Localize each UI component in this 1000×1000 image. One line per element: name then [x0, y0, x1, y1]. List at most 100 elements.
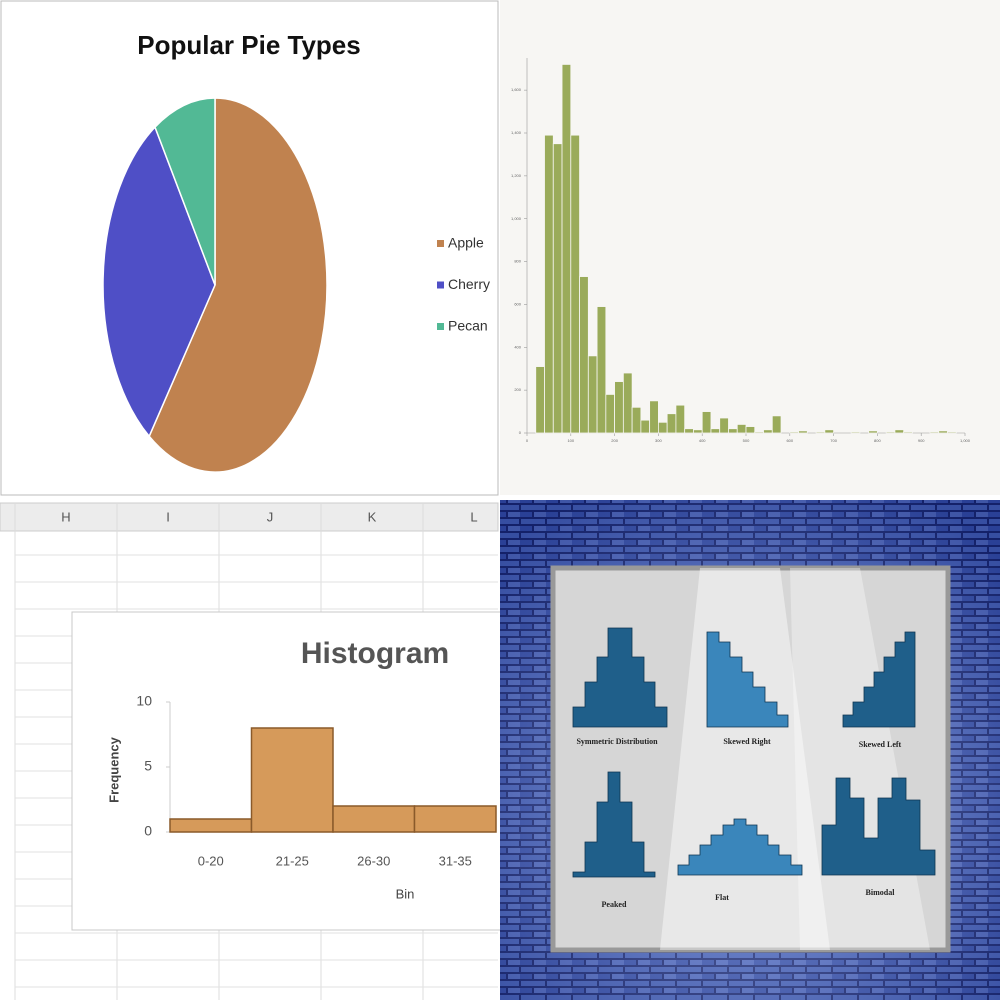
- bar: [570, 134, 580, 434]
- pie: Apple Cherry Pecan: [102, 97, 490, 473]
- bar: [798, 430, 808, 434]
- y-tick-label: 400: [514, 344, 521, 349]
- y-axis-label: Frequency: [106, 736, 121, 803]
- bar: [544, 134, 554, 434]
- bar: [535, 366, 545, 434]
- y-tick-label: 1,400: [511, 130, 522, 135]
- bar: [789, 431, 799, 434]
- shape-label: Flat: [715, 893, 729, 902]
- shape-label: Peaked: [602, 900, 627, 909]
- illustration: Symmetric Distribution Skewed Right Skew…: [500, 500, 1000, 1000]
- bar: [649, 400, 659, 434]
- x-tick-label: 21-25: [276, 853, 309, 868]
- x-tick-label: 400: [699, 438, 706, 443]
- bar: [815, 431, 826, 434]
- bar: [622, 372, 633, 434]
- x-tick-label: 26-30: [357, 853, 390, 868]
- x-tick-label: 300: [655, 438, 662, 443]
- bar: [596, 306, 607, 434]
- pie-slice: [154, 97, 216, 286]
- bar: [868, 430, 878, 434]
- bar: [719, 417, 729, 434]
- bar: [736, 424, 747, 434]
- bar: [701, 411, 712, 434]
- y-tick-label: 0: [144, 823, 152, 839]
- bar: [605, 394, 616, 434]
- bar: [666, 413, 677, 434]
- bar: [938, 430, 948, 434]
- shape-label: Bimodal: [866, 888, 896, 897]
- column-header: H: [61, 509, 70, 524]
- bar-chart: 0 5 10 0-20 21-25 26-30 31-35: [136, 693, 497, 868]
- bar: [552, 143, 563, 434]
- y-tick-label: 10: [136, 693, 152, 709]
- column-header: I: [166, 509, 170, 524]
- x-tick-label: 800: [874, 438, 881, 443]
- bar: [745, 426, 756, 434]
- x-tick-label: 0-20: [198, 853, 224, 868]
- x-tick-label: 600: [786, 438, 793, 443]
- shape: [706, 631, 789, 728]
- bar: [947, 431, 957, 434]
- bar: [763, 429, 773, 434]
- x-tick-label: 700: [830, 438, 837, 443]
- bar: [631, 406, 642, 434]
- pie-slice: [148, 97, 328, 473]
- bar: [894, 429, 905, 434]
- legend-label: Pecan: [448, 318, 488, 334]
- y-tick-label: 0: [519, 430, 522, 435]
- y-tick-label: 1,000: [511, 216, 522, 221]
- x-tick-label: 200: [611, 438, 618, 443]
- y-tick-label: 800: [514, 259, 521, 264]
- x-axis-label: Bin: [396, 886, 415, 901]
- x-tick-label: 31-35: [439, 853, 472, 868]
- chart-title: Popular Pie Types: [137, 30, 360, 60]
- bar: [684, 428, 694, 434]
- bar: [850, 431, 861, 434]
- column-header: L: [470, 509, 477, 524]
- shape-label: Skewed Right: [723, 737, 771, 746]
- bar: [413, 805, 497, 833]
- x-tick-label: 0: [526, 438, 529, 443]
- bar: [728, 428, 738, 434]
- y-tick-label: 600: [514, 301, 521, 306]
- shape: [572, 627, 668, 728]
- x-tick-label: 1,000: [960, 438, 971, 443]
- bar: [885, 431, 896, 434]
- x-tick-label: 900: [918, 438, 925, 443]
- shape: [842, 631, 916, 728]
- x-tick-label: 100: [567, 438, 574, 443]
- legend-swatch: [437, 281, 444, 289]
- bar: [332, 805, 416, 833]
- column-header: K: [368, 509, 377, 524]
- bar: [824, 429, 835, 434]
- bar: [169, 818, 253, 833]
- shape: [572, 771, 656, 878]
- chart-title: Histogram: [301, 637, 449, 670]
- shape-label: Skewed Left: [859, 740, 902, 749]
- bar: [710, 428, 721, 434]
- bar: [771, 415, 782, 434]
- legend-label: Apple: [448, 235, 484, 251]
- shape-label: Symmetric Distribution: [576, 737, 658, 746]
- pie-slice: [102, 125, 216, 438]
- shape: [677, 818, 803, 876]
- bar: [561, 64, 572, 434]
- legend-swatch: [437, 240, 444, 247]
- legend-swatch: [437, 323, 444, 330]
- bar: [658, 421, 668, 434]
- bar: [693, 429, 703, 434]
- bar: [640, 419, 651, 434]
- bar: [929, 431, 940, 434]
- bar: [614, 381, 624, 434]
- histogram: 0 200 400 600 800 1,000 1,200 1,400 1,600 0 100 200…: [511, 58, 971, 443]
- column-header-bar: [0, 502, 499, 532]
- bar: [754, 431, 764, 434]
- bar: [250, 727, 334, 833]
- x-tick-label: 500: [743, 438, 750, 443]
- y-tick-label: 1,600: [511, 87, 522, 92]
- bar: [675, 404, 686, 434]
- shape: [821, 777, 936, 876]
- bar: [587, 355, 598, 434]
